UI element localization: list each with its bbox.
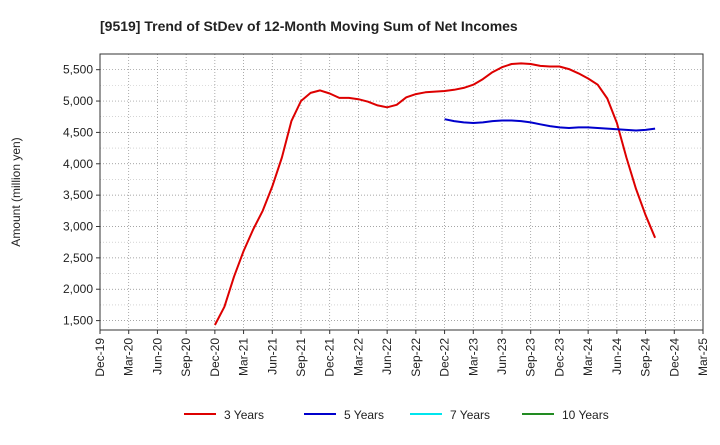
y-tick-label: 3,500 xyxy=(63,188,93,202)
grid-layer xyxy=(100,54,703,330)
legend-label: 7 Years xyxy=(450,408,490,422)
x-tick-label: Sep-22 xyxy=(409,338,423,377)
x-tick-label: Dec-20 xyxy=(208,338,222,377)
series-line-1 xyxy=(444,118,656,132)
x-tick-label: Sep-24 xyxy=(639,338,653,377)
x-tick-label: Dec-24 xyxy=(667,338,681,377)
y-tick-label: 4,500 xyxy=(63,125,93,139)
series-line-0 xyxy=(214,62,657,326)
axis-layer: Dec-19 Mar-20 Jun-20 Sep-20 Dec-20 Mar-21 Jun-… xyxy=(63,63,710,377)
y-tick-label: 1,500 xyxy=(63,314,93,328)
x-tick-label: Mar-20 xyxy=(122,338,136,376)
y-tick-label: 5,000 xyxy=(63,94,93,108)
x-tick-label: Mar-21 xyxy=(237,338,251,376)
x-tick-label: Dec-23 xyxy=(552,338,566,377)
x-tick-label: Dec-19 xyxy=(93,338,107,377)
x-tick-label: Jun-24 xyxy=(610,338,624,375)
y-tick-label: 2,500 xyxy=(63,251,93,265)
y-tick-label: 3,000 xyxy=(63,220,93,234)
x-tick-label: Sep-21 xyxy=(294,338,308,377)
x-tick-label: Mar-24 xyxy=(581,338,595,376)
legend: 3 Years 5 Years 7 Years 10 Years xyxy=(184,408,609,422)
y-axis-label: Amount (million yen) xyxy=(9,137,23,246)
y-tick-label: 4,000 xyxy=(63,157,93,171)
x-tick-label: Dec-21 xyxy=(323,338,337,377)
x-tick-label: Mar-23 xyxy=(466,338,480,376)
x-tick-label: Jun-20 xyxy=(150,338,164,375)
x-tick-label: Mar-22 xyxy=(351,338,365,376)
y-tick-label: 5,500 xyxy=(63,63,93,77)
chart-title: [9519] Trend of StDev of 12-Month Moving… xyxy=(100,18,518,34)
y-tick-label: 2,000 xyxy=(63,282,93,296)
legend-label: 5 Years xyxy=(344,408,384,422)
x-tick-label: Jun-21 xyxy=(265,338,279,375)
x-tick-label: Jun-22 xyxy=(380,338,394,375)
x-tick-label: Dec-22 xyxy=(438,338,452,377)
legend-label: 10 Years xyxy=(562,408,609,422)
legend-label: 3 Years xyxy=(224,408,264,422)
x-tick-label: Sep-23 xyxy=(524,338,538,377)
plot-frame xyxy=(99,53,704,331)
x-tick-label: Sep-20 xyxy=(179,338,193,377)
series-layer xyxy=(214,62,657,326)
x-tick-label: Mar-25 xyxy=(696,338,710,376)
x-tick-label: Jun-23 xyxy=(495,338,509,375)
